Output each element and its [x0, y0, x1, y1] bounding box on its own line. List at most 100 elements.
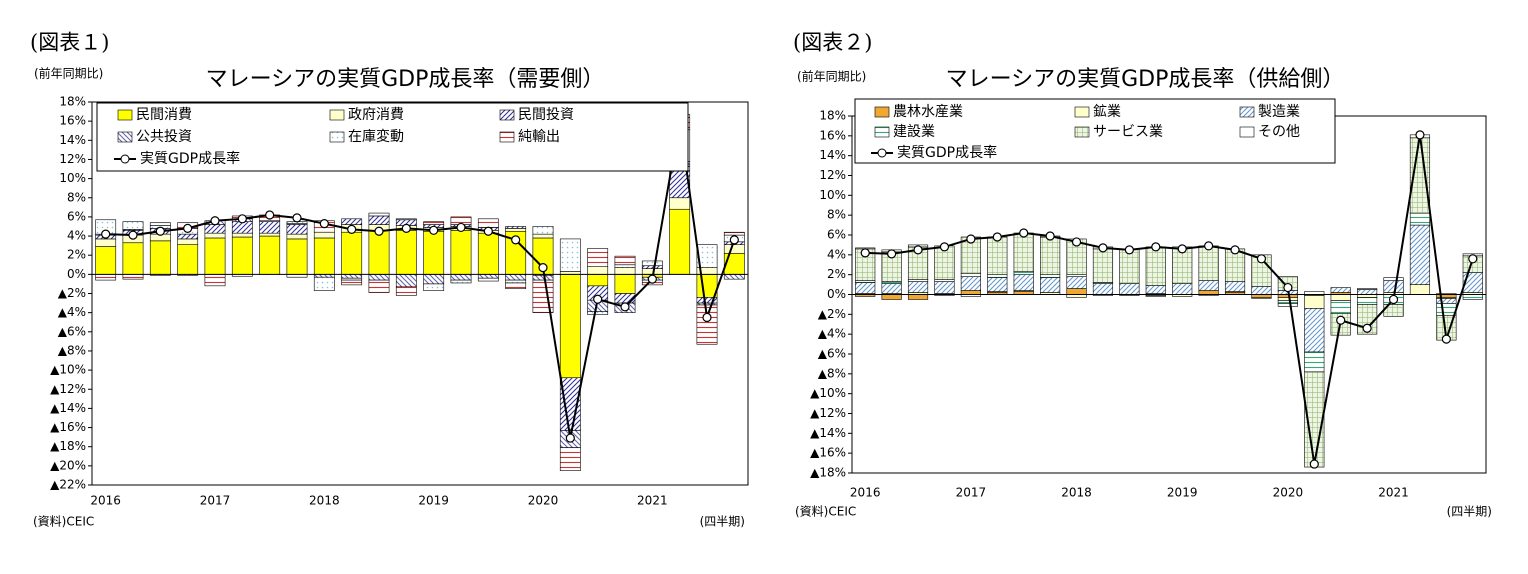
bar-segment — [1330, 294, 1351, 301]
bar-segment — [423, 274, 445, 285]
legend-label: サービス業 — [1093, 124, 1163, 140]
bar-segment — [1304, 351, 1325, 373]
gdp-point — [1256, 254, 1267, 264]
gdp-point — [1071, 237, 1082, 247]
bar-segment — [259, 232, 281, 237]
y-tick-label: ▲16% — [810, 446, 846, 460]
legend-label: 政府消費 — [348, 107, 404, 123]
gdp-point — [538, 263, 548, 273]
source-note: (資料)CEIC — [795, 505, 856, 519]
bar-segment — [559, 238, 581, 272]
gdp-point — [860, 248, 870, 258]
bar-segment — [881, 283, 902, 294]
y-tick-label: 12% — [819, 168, 846, 182]
bar-segment — [696, 274, 718, 298]
bar-segment — [286, 224, 308, 235]
legend-label: 実質GDP成長率 — [897, 144, 997, 161]
x-tick-label: 2018 — [309, 494, 340, 508]
gdp-point — [483, 226, 493, 236]
bar-segment — [341, 231, 363, 275]
bar-segment — [1013, 232, 1034, 272]
x-tick-label: 2020 — [528, 494, 559, 508]
bar-segment — [1066, 276, 1087, 289]
bar-segment — [723, 252, 745, 275]
figure-label: (図表２) — [793, 31, 872, 55]
gdp-point — [183, 223, 193, 233]
y-tick-label: ▲20% — [50, 458, 86, 472]
gdp-point — [1124, 245, 1134, 255]
legend-label: その他 — [1258, 124, 1300, 140]
gdp-point — [1468, 254, 1478, 264]
y-tick-label: ▲4% — [818, 327, 846, 341]
bar-segment — [559, 274, 581, 379]
bar-segment — [286, 238, 308, 275]
bar-segment — [395, 230, 417, 275]
x-tick-label: 2021 — [1378, 486, 1409, 500]
bar-segment — [1330, 287, 1351, 293]
bar-segment — [1145, 285, 1166, 294]
bar-segment — [614, 255, 636, 266]
y-tick-label: 14% — [819, 148, 846, 162]
bar-segment — [934, 281, 955, 294]
bar-segment — [204, 237, 226, 275]
bar-segment — [450, 274, 472, 281]
bar-segment — [1357, 289, 1378, 295]
bar-segment — [1357, 297, 1378, 305]
y-tick-label: 16% — [819, 128, 846, 142]
bar-segment — [231, 232, 253, 238]
bar-segment — [505, 226, 527, 229]
bar-segment — [450, 230, 472, 275]
bar-segment — [395, 286, 417, 296]
legend-swatch — [1239, 126, 1255, 138]
bar-segment — [477, 232, 499, 275]
bar-segment — [723, 244, 745, 254]
bar-segment — [477, 274, 499, 279]
legend-swatch — [329, 131, 345, 143]
gdp-point — [401, 223, 411, 233]
y-tick-label: 0% — [67, 267, 86, 281]
bar-segment — [907, 294, 929, 300]
gdp-point — [1362, 323, 1372, 333]
bar-segment — [122, 221, 144, 230]
bar-segment — [960, 290, 981, 295]
legend-label: 在庫変動 — [348, 128, 404, 145]
gdp-point — [155, 226, 165, 236]
y-tick-label: 4% — [827, 247, 846, 261]
y-tick-label: 4% — [67, 229, 86, 243]
x-tick-label: 2017 — [956, 486, 987, 500]
bar-segment — [696, 244, 718, 268]
bar-segment — [95, 274, 117, 281]
legend-swatch — [117, 109, 133, 121]
x-tick-label: 2021 — [637, 494, 668, 508]
x-tick-label: 2016 — [850, 486, 881, 500]
bar-segment — [395, 274, 417, 288]
bar-segment — [587, 274, 609, 287]
bar-segment — [122, 274, 144, 280]
bar-segment — [368, 230, 390, 275]
y-tick-label: ▲10% — [810, 386, 846, 400]
bar-segment — [1092, 248, 1114, 283]
bar-segment — [1172, 283, 1193, 295]
bar-segment — [1251, 286, 1272, 295]
bar-segment — [341, 274, 363, 279]
bar-segment — [1251, 297, 1272, 299]
bar-segment — [1198, 290, 1219, 295]
y-tick-label: 2% — [827, 267, 846, 281]
y-tick-label: 12% — [59, 152, 86, 166]
bar-segment — [641, 260, 663, 267]
bar-segment — [1198, 280, 1219, 291]
gdp-point — [1151, 242, 1161, 252]
y-tick-label: 8% — [67, 190, 86, 204]
legend-label: 建設業 — [893, 124, 935, 140]
gdp-line — [105, 120, 736, 439]
bar-segment — [259, 221, 281, 234]
bar-segment — [1224, 281, 1246, 292]
gdp-point — [887, 249, 897, 259]
bar-segment — [313, 276, 335, 291]
legend-swatch — [1074, 126, 1090, 138]
y-tick-label: 6% — [67, 209, 86, 223]
gdp-point — [1336, 315, 1346, 325]
legend-swatch — [499, 131, 515, 143]
gdp-point — [128, 230, 138, 240]
legend-swatch — [874, 106, 890, 118]
